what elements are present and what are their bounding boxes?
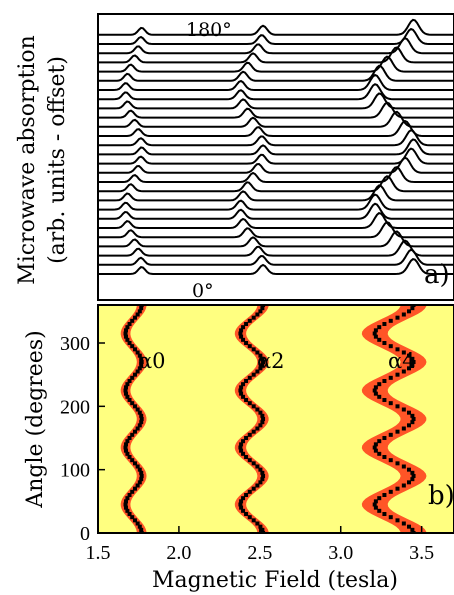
fit-point — [389, 515, 393, 519]
fit-point — [377, 382, 381, 386]
fit-point — [389, 319, 393, 323]
fit-point — [244, 493, 248, 497]
fit-point — [389, 490, 393, 494]
annotation-180: 180° — [186, 19, 232, 41]
x-tick-label: 2.5 — [247, 542, 272, 564]
panel-a-label: a) — [424, 260, 450, 290]
fit-point — [407, 411, 411, 415]
fit-point — [382, 512, 386, 516]
fit-point — [248, 433, 252, 437]
fit-point — [248, 319, 252, 323]
fit-point — [248, 490, 252, 494]
x-tick-label: 3.0 — [328, 542, 353, 564]
fit-point — [252, 404, 256, 408]
fit-point — [382, 379, 386, 383]
series-label-a2: α2 — [257, 349, 285, 373]
fit-point — [252, 316, 256, 320]
panel-a: 180° 0° a) Microwave absorption (arb. un… — [15, 14, 454, 302]
fit-point — [252, 487, 256, 491]
fit-point — [395, 316, 399, 320]
fit-point — [402, 427, 406, 431]
fit-point — [382, 341, 386, 345]
fit-point — [389, 401, 393, 405]
fit-point — [377, 439, 381, 443]
fit-point — [389, 376, 393, 380]
fit-point — [389, 344, 393, 348]
fit-point — [389, 433, 393, 437]
fit-point — [395, 518, 399, 522]
fit-point — [248, 376, 252, 380]
fit-point — [252, 373, 256, 377]
panel-a-ylabel-line2: (arb. units - offset) — [45, 56, 70, 264]
fit-point — [402, 522, 406, 526]
panel-a-ylabel-line1: Microwave absorption — [15, 35, 40, 285]
fit-point — [382, 455, 386, 459]
y-tick-label: 100 — [60, 460, 90, 482]
fit-point — [377, 496, 381, 500]
panel-b-ylabel: Angle (degrees) — [23, 330, 48, 508]
fit-point — [382, 322, 386, 326]
fit-point — [252, 347, 256, 351]
fit-point — [252, 518, 256, 522]
fit-point — [252, 430, 256, 434]
panel-a-frame — [98, 14, 454, 300]
fit-point — [395, 373, 399, 377]
y-tick-label: 200 — [60, 396, 90, 418]
fit-point — [255, 465, 259, 469]
series-label-a0: α0 — [138, 349, 166, 373]
fit-point — [377, 325, 381, 329]
fit-point — [252, 461, 256, 465]
panel-b-xlabel: Magnetic Field (tesla) — [152, 568, 398, 593]
fit-point — [382, 493, 386, 497]
x-tick-label: 1.5 — [86, 542, 111, 564]
fit-point — [395, 461, 399, 465]
fit-point — [395, 430, 399, 434]
fit-point — [255, 522, 259, 526]
fit-point — [248, 401, 252, 405]
fit-point — [248, 344, 252, 348]
annotation-0: 0° — [192, 280, 214, 302]
x-tick-label: 2.0 — [166, 542, 191, 564]
fit-point — [389, 458, 393, 462]
fit-point — [407, 468, 411, 472]
fit-point — [402, 408, 406, 412]
fit-point — [244, 436, 248, 440]
fit-point — [244, 379, 248, 383]
fit-point — [402, 484, 406, 488]
panel-b: 1.5 2.0 2.5 3.0 3.5 0 100 200 300 α0 α2 α4 b) An… — [23, 299, 454, 593]
y-tick-label: 300 — [60, 333, 90, 355]
fit-point — [255, 408, 259, 412]
panel-b-label: b) — [428, 481, 454, 511]
fit-point — [248, 515, 252, 519]
fit-point — [382, 436, 386, 440]
fit-point — [402, 313, 406, 317]
fit-point — [248, 458, 252, 462]
fit-point — [402, 465, 406, 469]
fit-point — [407, 525, 411, 529]
fit-point — [395, 404, 399, 408]
y-tick-label: 0 — [80, 523, 90, 545]
fit-point — [382, 398, 386, 402]
series-label-a4: α4 — [388, 349, 416, 373]
fit-point — [244, 322, 248, 326]
x-tick-label: 3.5 — [409, 542, 434, 564]
fit-point — [395, 487, 399, 491]
